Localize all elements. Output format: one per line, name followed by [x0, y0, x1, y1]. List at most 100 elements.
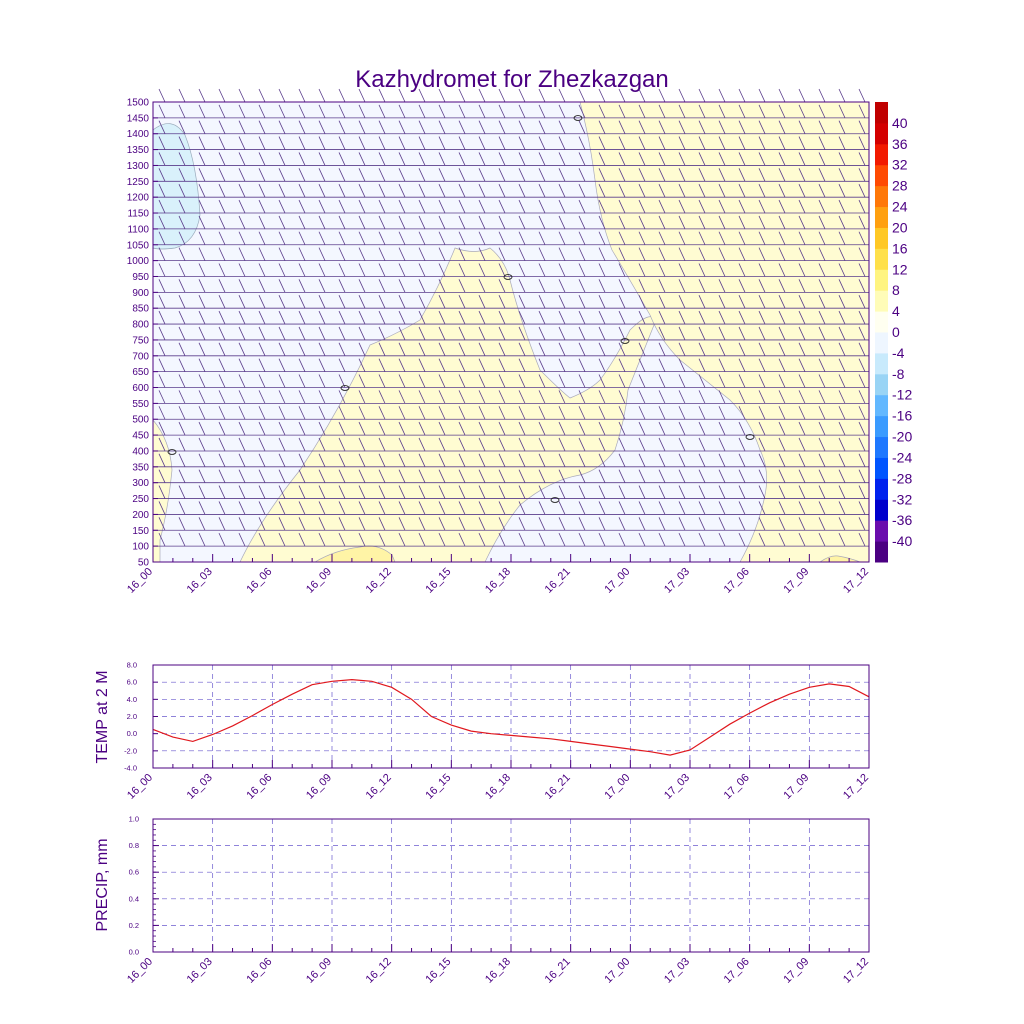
- wind-barb: [838, 342, 846, 356]
- wind-barb: [378, 532, 386, 547]
- wind-barb: [258, 136, 266, 150]
- wind-barb: [478, 184, 486, 198]
- wind-barb: [818, 88, 826, 103]
- wind-barb: [618, 532, 626, 547]
- wind-barb: [158, 374, 166, 388]
- y-tick-label: 0.4: [129, 894, 139, 903]
- wind-barb: [738, 374, 746, 388]
- wind-barb: [738, 437, 746, 452]
- colorbar-label: 0: [892, 324, 900, 340]
- wind-barb: [858, 326, 866, 341]
- wind-barb: [498, 184, 506, 198]
- wind-barb: [258, 199, 266, 214]
- y-tick-label: 750: [132, 335, 149, 346]
- x-tick-label: 16_03: [185, 772, 215, 802]
- wind-barb: [838, 263, 846, 277]
- wind-barb: [498, 263, 506, 277]
- wind-barb: [458, 247, 466, 261]
- wind-barb: [478, 295, 486, 309]
- wind-barb: [818, 231, 826, 245]
- wind-barb: [178, 532, 186, 547]
- colorbar: -40-36-32-28-24-20-16-12-8-4048121620242…: [875, 102, 912, 563]
- wind-barb: [698, 326, 706, 341]
- colorbar-label: -20: [892, 429, 912, 445]
- wind-barb: [478, 421, 486, 436]
- y-tick-label: 1500: [127, 98, 150, 109]
- wind-barb: [458, 437, 466, 452]
- wind-barb: [298, 279, 306, 293]
- wind-barb: [218, 326, 226, 341]
- wind-barb: [518, 215, 526, 230]
- wind-barb: [858, 263, 866, 277]
- wind-barb: [458, 263, 466, 277]
- wind-barb: [278, 485, 286, 499]
- temperature-chart: TEMP at 2 M 8.0 6.0 4.0 2.0 0.0 -2.0 -4.0 16_0…: [94, 661, 871, 802]
- wind-barb: [798, 485, 806, 499]
- wind-barb: [798, 326, 806, 341]
- wind-barb: [598, 215, 606, 230]
- wind-barb: [258, 390, 266, 404]
- wind-barb: [458, 532, 466, 547]
- wind-barb: [638, 152, 646, 166]
- wind-barb: [738, 358, 746, 372]
- wind-barb: [818, 421, 826, 436]
- wind-barb: [718, 453, 726, 467]
- wind-barb: [578, 437, 586, 452]
- wind-barb: [178, 279, 186, 293]
- wind-barb: [638, 374, 646, 388]
- wind-barb: [598, 184, 606, 198]
- x-tick-label: 17_09: [781, 956, 811, 986]
- wind-barb: [738, 469, 746, 483]
- wind-barb: [658, 120, 666, 134]
- wind-barb: [198, 453, 206, 467]
- wind-barb: [498, 326, 506, 341]
- wind-barb: [318, 532, 326, 547]
- wind-barb: [538, 279, 546, 293]
- wind-barb: [518, 88, 526, 103]
- wind-barb: [158, 184, 166, 198]
- wind-barb: [458, 469, 466, 483]
- wind-barb: [858, 88, 866, 103]
- wind-barb: [858, 342, 866, 356]
- wind-barb: [818, 485, 826, 499]
- wind-barb: [358, 184, 366, 198]
- y-tick-label: 4.0: [127, 695, 137, 704]
- wind-barb: [278, 120, 286, 134]
- wind-barb: [238, 104, 246, 119]
- wind-barb: [778, 342, 786, 356]
- wind-barb: [638, 517, 646, 531]
- wind-barb: [378, 517, 386, 531]
- wind-barb: [678, 501, 686, 515]
- wind-barb: [858, 532, 866, 547]
- wind-barb: [838, 310, 846, 325]
- wind-barb: [298, 517, 306, 531]
- wind-barb: [778, 104, 786, 119]
- wind-barb: [258, 406, 266, 420]
- wind-barb: [458, 501, 466, 515]
- wind-barb: [358, 104, 366, 119]
- wind-barb: [638, 326, 646, 341]
- wind-barb: [418, 136, 426, 150]
- wind-barb: [198, 247, 206, 261]
- wind-barb: [798, 120, 806, 134]
- wind-barb: [278, 104, 286, 119]
- wind-barb: [198, 517, 206, 531]
- wind-barb: [558, 437, 566, 452]
- wind-barb: [838, 469, 846, 483]
- wind-barb: [318, 485, 326, 499]
- wind-barb: [218, 279, 226, 293]
- colorbar-swatch: [875, 269, 888, 291]
- wind-barb: [478, 406, 486, 420]
- wind-barb: [178, 247, 186, 261]
- wind-barb: [338, 390, 346, 404]
- wind-barb: [198, 326, 206, 341]
- wind-barb: [158, 358, 166, 372]
- wind-barb: [598, 517, 606, 531]
- wind-barb: [798, 358, 806, 372]
- temp-frame: [152, 664, 870, 769]
- wind-barb: [558, 295, 566, 309]
- wind-barb: [198, 406, 206, 420]
- wind-barb: [458, 421, 466, 436]
- y-tick-label: 0.8: [129, 841, 139, 850]
- wind-barb: [478, 152, 486, 166]
